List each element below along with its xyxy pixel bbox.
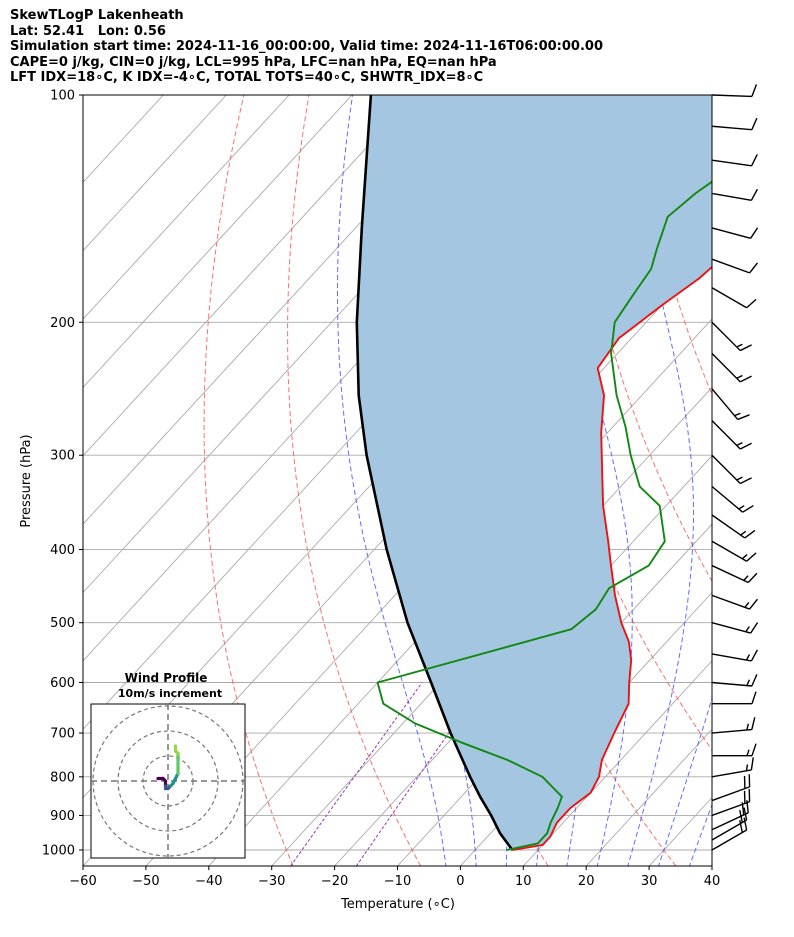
isotherm-line [83, 95, 479, 525]
wind-barb [711, 454, 752, 485]
hodograph-inset [90, 703, 246, 859]
x-tick-label: 10 [515, 874, 532, 889]
location-line: Lat: 52.41 Lon: 0.56 [10, 23, 166, 39]
moist-adiabat [688, 803, 712, 866]
wind-barb [711, 258, 758, 274]
wind-barb [711, 717, 756, 734]
profiles [355, 95, 712, 851]
x-tick-label: −10 [384, 874, 411, 889]
wind-barb [711, 789, 751, 817]
wind-barb [711, 757, 754, 778]
hodograph-subtitle: 10m/s increment [118, 687, 222, 700]
x-tick-label: −20 [321, 874, 348, 889]
mixing-ratio-line [290, 682, 423, 866]
wind-barb [711, 594, 758, 610]
x-axis-label: Temperature (∘C) [340, 897, 455, 912]
dry-adiabat [765, 95, 794, 866]
x-tick-label: −40 [195, 874, 222, 889]
y-axis-label: Pressure (hPa) [19, 434, 34, 527]
y-tick-label: 1000 [42, 844, 75, 859]
wind-barb [711, 774, 751, 802]
dry-adiabat [203, 95, 294, 866]
wind-barb [711, 817, 748, 851]
cape-line: CAPE=0 j/kg, CIN=0 j/kg, LCL=995 hPa, LF… [10, 54, 497, 70]
index-line: LFT IDX=18∘C, K IDX=-4∘C, TOTAL TOTS=40∘… [10, 70, 484, 86]
x-tick-label: −60 [69, 874, 96, 889]
isotherm-line [83, 95, 290, 320]
wind-barb [711, 514, 756, 539]
chart-title: SkewTLogP Lakenheath [10, 8, 184, 23]
wind-barb [711, 622, 759, 634]
wind-barb [711, 117, 758, 131]
wind-barb [711, 388, 750, 421]
dry-adiabat [569, 95, 712, 583]
y-tick-label: 800 [50, 770, 75, 785]
y-tick-label: 400 [50, 543, 75, 558]
cin-shaded-area [356, 95, 712, 850]
wind-barb [711, 188, 759, 202]
isotherm-line [522, 660, 712, 866]
wind-barb [711, 287, 757, 309]
isotherm-line [83, 95, 227, 252]
wind-barb [711, 321, 752, 352]
moist-adiabat [337, 95, 447, 866]
isotherm-line [83, 95, 353, 389]
isotherm-line [271, 386, 712, 866]
dewpoint-profile-line [376, 180, 712, 851]
axis-ticks: −60 −50 −40 −30 −20 −10 0 10 20 30 40 1000 900 800 700… [42, 89, 720, 890]
x-tick-label: 20 [578, 874, 595, 889]
wind-barb [712, 743, 757, 757]
hodograph-ring [117, 730, 219, 832]
y-tick-label: 100 [50, 89, 75, 104]
y-tick-label: 300 [50, 449, 75, 464]
isotherm-line [83, 95, 416, 457]
x-tick-label: 30 [641, 874, 658, 889]
x-tick-label: 40 [704, 874, 721, 889]
wind-barb [712, 691, 757, 705]
y-tick-label: 900 [50, 809, 75, 824]
wind-barb [711, 564, 758, 584]
y-tick-label: 200 [50, 316, 75, 331]
parcel-profile-line [355, 95, 514, 851]
hodograph-title: Wind Profile [125, 671, 208, 685]
wind-barb [711, 420, 752, 450]
wind-barb [711, 540, 757, 562]
time-line: Simulation start time: 2024-11-16_00:00:… [10, 39, 603, 55]
wind-barbs [711, 84, 759, 851]
isotherm-line [585, 728, 712, 866]
isotherm-line [711, 865, 712, 866]
temperature-profile-line [512, 265, 712, 851]
wind-barb [711, 227, 759, 239]
wind-barb [711, 807, 748, 841]
y-tick-label: 500 [50, 616, 75, 631]
wind-barb [711, 485, 754, 513]
chart-title-block: SkewTLogP Lakenheath Lat: 52.41 Lon: 0.5… [10, 8, 603, 86]
wind-barb [711, 649, 759, 662]
wind-barb [711, 353, 752, 383]
y-tick-label: 700 [50, 727, 75, 742]
wind-barb [711, 674, 758, 687]
wind-barb [711, 84, 758, 98]
wind-barb [711, 154, 758, 167]
y-tick-label: 600 [50, 676, 75, 691]
x-tick-label: −30 [258, 874, 285, 889]
x-tick-label: −50 [132, 874, 159, 889]
moist-adiabat [657, 696, 712, 866]
x-tick-label: 0 [456, 874, 464, 889]
moist-adiabat [626, 95, 694, 866]
